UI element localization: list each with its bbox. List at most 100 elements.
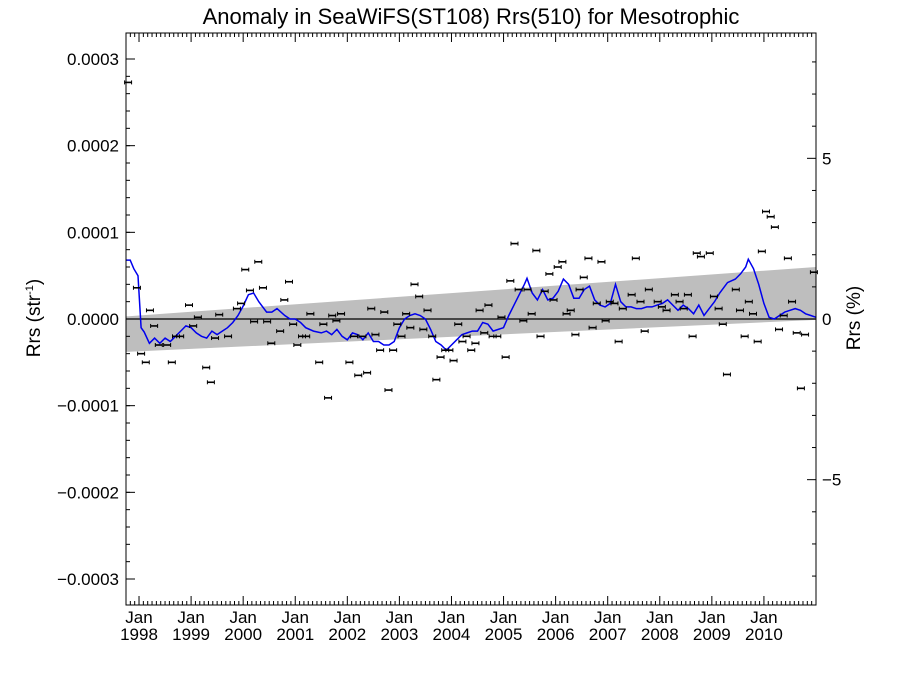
data-point <box>527 311 536 316</box>
data-point <box>601 318 610 323</box>
data-point <box>722 372 731 377</box>
data-point <box>354 373 363 378</box>
data-point <box>211 336 220 341</box>
data-point <box>788 299 797 304</box>
y-tick-label: 0.0003 <box>67 50 119 69</box>
data-point <box>731 287 740 292</box>
x-tick-label-year: 2006 <box>537 625 575 644</box>
data-point <box>571 332 580 337</box>
data-point <box>141 360 150 365</box>
x-tick-label-year: 2005 <box>485 625 523 644</box>
data-point <box>796 386 805 391</box>
x-tick-label-month: Jan <box>386 608 413 627</box>
data-point <box>696 254 705 259</box>
data-point <box>510 241 519 246</box>
data-point <box>584 256 593 261</box>
data-points-layer <box>124 80 818 400</box>
data-point <box>545 271 554 276</box>
data-point <box>688 334 697 339</box>
data-point <box>644 287 653 292</box>
data-point <box>328 313 337 318</box>
x-tick-label-year: 1999 <box>172 625 210 644</box>
data-point <box>237 301 246 306</box>
data-point <box>376 348 385 353</box>
y-axis-label-base: Rrs (str <box>24 294 45 357</box>
data-point <box>363 370 372 375</box>
data-point <box>393 322 402 327</box>
y-tick-label: 0.0000 <box>67 310 119 329</box>
data-point <box>471 341 480 346</box>
x-tick-label-month: Jan <box>334 608 361 627</box>
data-point <box>762 209 771 214</box>
data-point <box>389 348 398 353</box>
data-point <box>232 306 241 311</box>
data-point <box>631 256 640 261</box>
data-point <box>801 332 810 337</box>
data-point <box>415 294 424 299</box>
data-point <box>484 303 493 308</box>
data-point <box>137 351 146 356</box>
data-point <box>740 334 749 339</box>
y-axis-label-end: ) <box>24 279 45 285</box>
data-point <box>367 306 376 311</box>
y-tick-label: −0.0002 <box>57 483 119 502</box>
data-point <box>497 315 506 320</box>
x-tick-label-year: 2003 <box>380 625 418 644</box>
data-point <box>536 334 545 339</box>
data-point <box>145 308 154 313</box>
x-tick-label-year: 2008 <box>641 625 679 644</box>
y-tick-label: 0.0001 <box>67 223 119 242</box>
data-point <box>588 325 597 330</box>
data-point <box>579 275 588 280</box>
right-axis: −5 0 5 <box>807 61 841 577</box>
data-point <box>597 259 606 264</box>
x-tick-label-year: 2000 <box>224 625 262 644</box>
data-point <box>302 334 311 339</box>
x-tick-label-year: 2009 <box>693 625 731 644</box>
chart-title: Anomaly in SeaWiFS(ST108) Rrs(510) for M… <box>203 4 740 29</box>
x-tick-label-month: Jan <box>177 608 204 627</box>
data-point <box>553 265 562 269</box>
y-tick-label: −0.0003 <box>57 570 119 589</box>
data-point <box>562 311 571 316</box>
data-point <box>506 278 515 283</box>
smooth-series-line <box>126 257 817 352</box>
data-point <box>540 289 549 294</box>
data-point <box>467 348 476 353</box>
data-point <box>748 311 757 316</box>
data-point <box>735 308 744 313</box>
data-point <box>423 308 432 313</box>
x-tick-label-month: Jan <box>750 608 777 627</box>
data-point <box>514 287 523 292</box>
data-point <box>519 318 528 323</box>
data-point <box>284 279 293 284</box>
data-point <box>176 334 185 339</box>
x-tick-label-year: 2007 <box>589 625 627 644</box>
data-point <box>332 318 341 323</box>
data-point <box>154 343 163 347</box>
data-point <box>614 339 623 344</box>
data-point <box>432 377 441 382</box>
data-point <box>575 287 584 292</box>
y-axis-label: Rrs (str-1) <box>24 279 45 357</box>
data-point <box>779 313 788 318</box>
data-point <box>319 322 328 327</box>
x-tick-label-month: Jan <box>125 608 152 627</box>
data-point <box>263 319 272 324</box>
data-point <box>371 332 380 337</box>
data-point <box>627 292 636 297</box>
data-point <box>163 343 172 347</box>
data-point <box>258 285 267 290</box>
data-point <box>493 334 502 339</box>
data-point <box>254 259 263 264</box>
data-point <box>167 360 176 365</box>
x-tick-label-year: 2004 <box>433 625 471 644</box>
data-point <box>549 297 558 302</box>
y2-tick-label: −5 <box>822 471 841 490</box>
data-point <box>345 360 354 365</box>
x-tick-label-month: Jan <box>646 608 673 627</box>
data-point <box>324 395 333 400</box>
data-point <box>657 304 666 309</box>
x-tick-label-month: Jan <box>282 608 309 627</box>
